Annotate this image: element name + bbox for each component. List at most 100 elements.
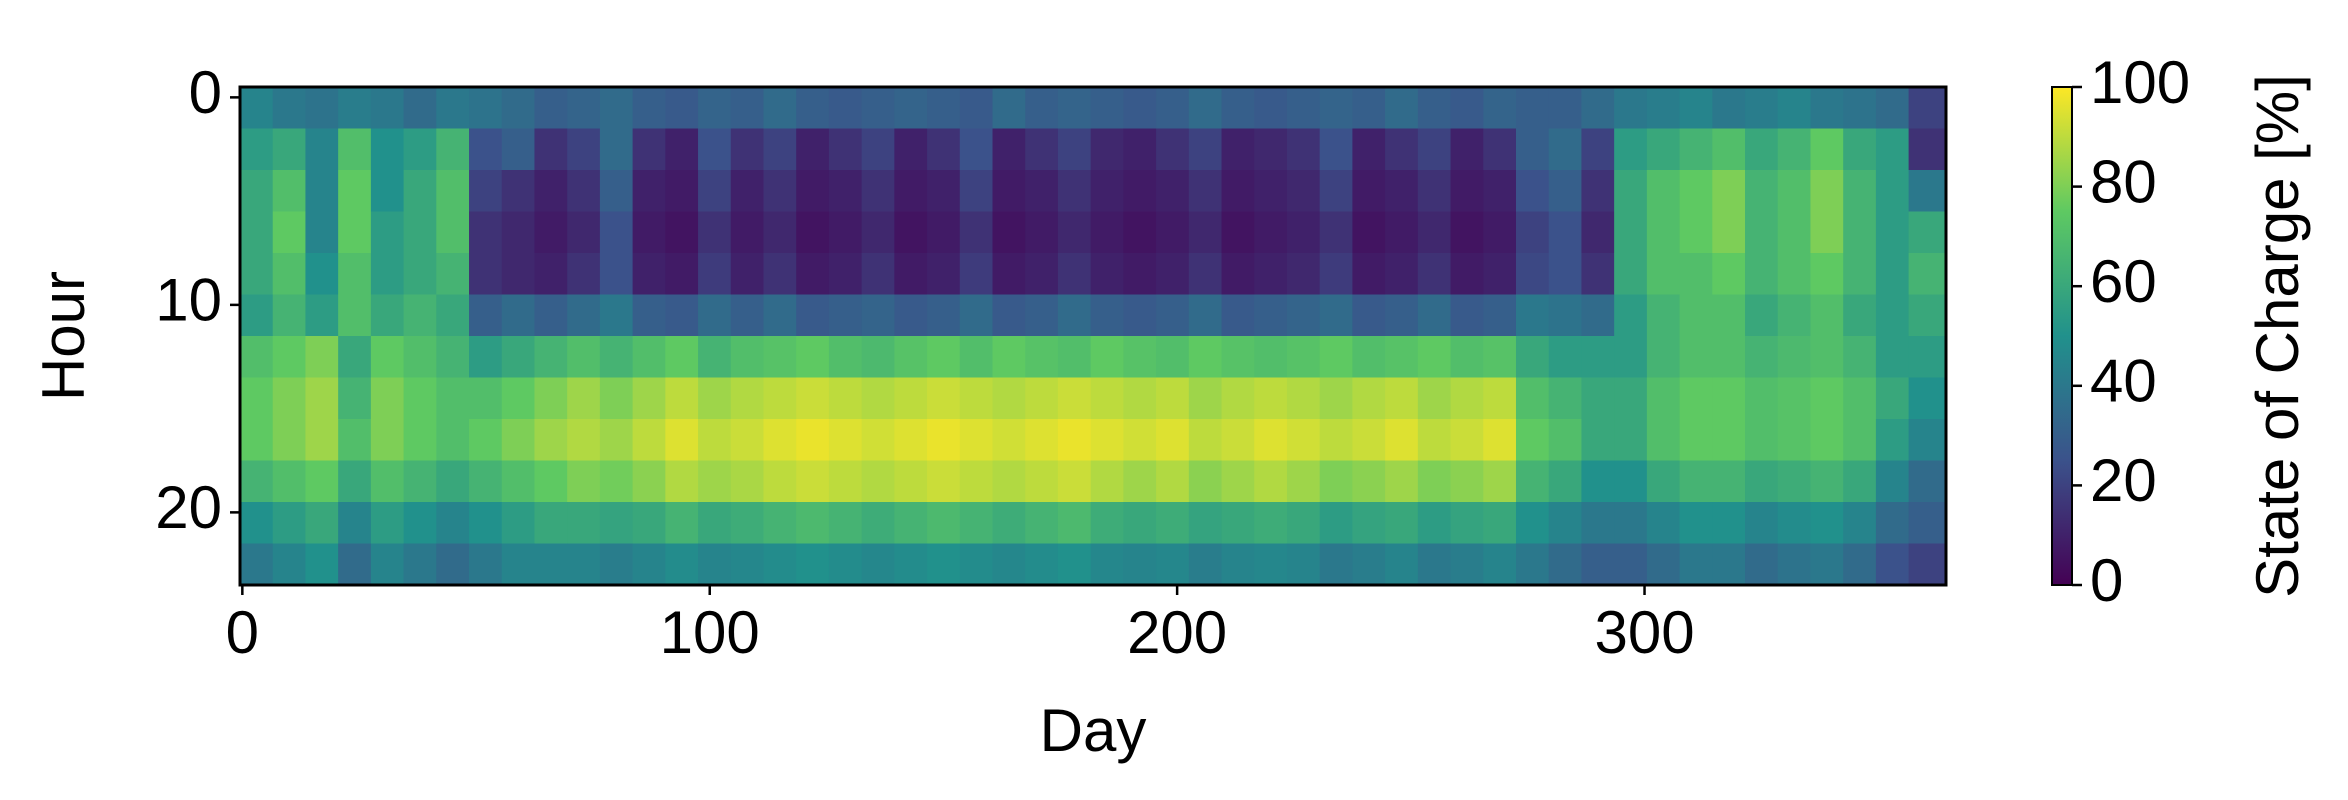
heatmap-cell: [370, 502, 405, 545]
heatmap-cell: [567, 336, 601, 379]
heatmap-cell: [894, 170, 928, 213]
heatmap-cell: [272, 211, 307, 254]
plot-frame: [238, 85, 1948, 587]
heatmap-cell: [567, 211, 601, 254]
heatmap-cell: [272, 419, 307, 462]
heatmap-cell: [1254, 419, 1288, 462]
heatmap-cell: [1319, 419, 1354, 462]
heatmap-cell: [665, 87, 699, 130]
heatmap-cell: [1875, 543, 1910, 586]
heatmap-cell: [1548, 336, 1583, 379]
heatmap-cell: [828, 294, 863, 337]
heatmap-cell: [1057, 543, 1092, 586]
heatmap-cell: [1810, 211, 1844, 254]
heatmap-cell: [1810, 460, 1844, 503]
heatmap-cell: [1057, 460, 1092, 503]
heatmap-cell: [861, 543, 895, 586]
heatmap-cell: [1908, 336, 1947, 379]
y-tick-label: 10: [155, 267, 222, 334]
heatmap-cell: [1123, 253, 1157, 296]
heatmap-cell: [1319, 170, 1354, 213]
heatmap-cell: [1646, 377, 1681, 420]
heatmap-cell: [1385, 294, 1419, 337]
heatmap-cell: [469, 170, 503, 213]
heatmap-cell: [665, 170, 699, 213]
heatmap-cell: [1712, 377, 1746, 420]
heatmap-cell: [828, 502, 863, 545]
heatmap-cell: [861, 253, 895, 296]
heatmap-cell: [730, 211, 765, 254]
heatmap-cell: [1450, 170, 1484, 213]
x-tick-label: 300: [1594, 599, 1694, 666]
heatmap-cell: [272, 543, 307, 586]
heatmap-cell: [1156, 460, 1190, 503]
heatmap-cell: [1614, 502, 1648, 545]
heatmap-cell: [338, 543, 372, 586]
heatmap-cell: [1908, 294, 1947, 337]
heatmap-cell: [1286, 377, 1321, 420]
heatmap-cell: [828, 419, 863, 462]
heatmap-cell: [1286, 87, 1321, 130]
heatmap-cell: [1745, 543, 1779, 586]
colorbar-label: State of Charge [%]: [2244, 74, 2311, 598]
heatmap-cell: [698, 419, 732, 462]
heatmap-cell: [1483, 419, 1517, 462]
heatmap-cell: [1090, 460, 1124, 503]
heatmap-cell: [1254, 377, 1288, 420]
heatmap-cell: [501, 87, 536, 130]
heatmap-cell: [1810, 543, 1844, 586]
heatmap-cell: [436, 502, 470, 545]
heatmap-cell: [828, 211, 863, 254]
heatmap-cell: [894, 253, 928, 296]
heatmap-cell: [1581, 170, 1615, 213]
heatmap-cell: [1057, 211, 1092, 254]
heatmap-cell: [1025, 419, 1059, 462]
heatmap-cell: [1679, 543, 1713, 586]
heatmap-cell: [927, 294, 961, 337]
heatmap-cell: [1810, 128, 1844, 171]
heatmap-cell: [1123, 502, 1157, 545]
heatmap-cell: [305, 128, 339, 171]
heatmap-cell: [1319, 460, 1354, 503]
heatmap-cell: [959, 211, 994, 254]
heatmap-cell: [1581, 460, 1615, 503]
heatmap-cell: [894, 377, 928, 420]
heatmap-cell: [894, 543, 928, 586]
heatmap-cell: [403, 294, 437, 337]
heatmap-cell: [338, 502, 372, 545]
heatmap-cell: [240, 87, 274, 130]
heatmap-cell: [1843, 419, 1877, 462]
heatmap-cell: [1548, 460, 1583, 503]
heatmap-cell: [1646, 543, 1681, 586]
heatmap-cell: [992, 543, 1026, 586]
heatmap-cell: [272, 253, 307, 296]
heatmap-cell: [1286, 294, 1321, 337]
heatmap-cell: [1548, 170, 1583, 213]
heatmap-cell: [436, 336, 470, 379]
heatmap-cell: [1614, 460, 1648, 503]
heatmap-cell: [992, 502, 1026, 545]
heatmap-cell: [1712, 543, 1746, 586]
heatmap-cell: [1221, 377, 1255, 420]
heatmap-cell: [370, 128, 405, 171]
heatmap-cell: [1875, 336, 1910, 379]
heatmap-cell: [665, 211, 699, 254]
heatmap-cell: [665, 336, 699, 379]
heatmap-cell: [927, 87, 961, 130]
heatmap-cell: [1581, 253, 1615, 296]
heatmap-cell: [763, 336, 797, 379]
heatmap-cell: [698, 128, 732, 171]
heatmap-cell: [1352, 170, 1386, 213]
heatmap-cell: [1319, 336, 1354, 379]
heatmap-cell: [1646, 128, 1681, 171]
heatmap-cell: [1221, 543, 1255, 586]
heatmap-cell: [436, 460, 470, 503]
heatmap-cell: [1810, 419, 1844, 462]
heatmap-cell: [1385, 336, 1419, 379]
heatmap-cell: [1385, 377, 1419, 420]
heatmap-cell: [240, 211, 274, 254]
heatmap-cell: [1385, 502, 1419, 545]
heatmap-cell: [1843, 377, 1877, 420]
heatmap-cell: [632, 170, 666, 213]
heatmap-cell: [1548, 294, 1583, 337]
